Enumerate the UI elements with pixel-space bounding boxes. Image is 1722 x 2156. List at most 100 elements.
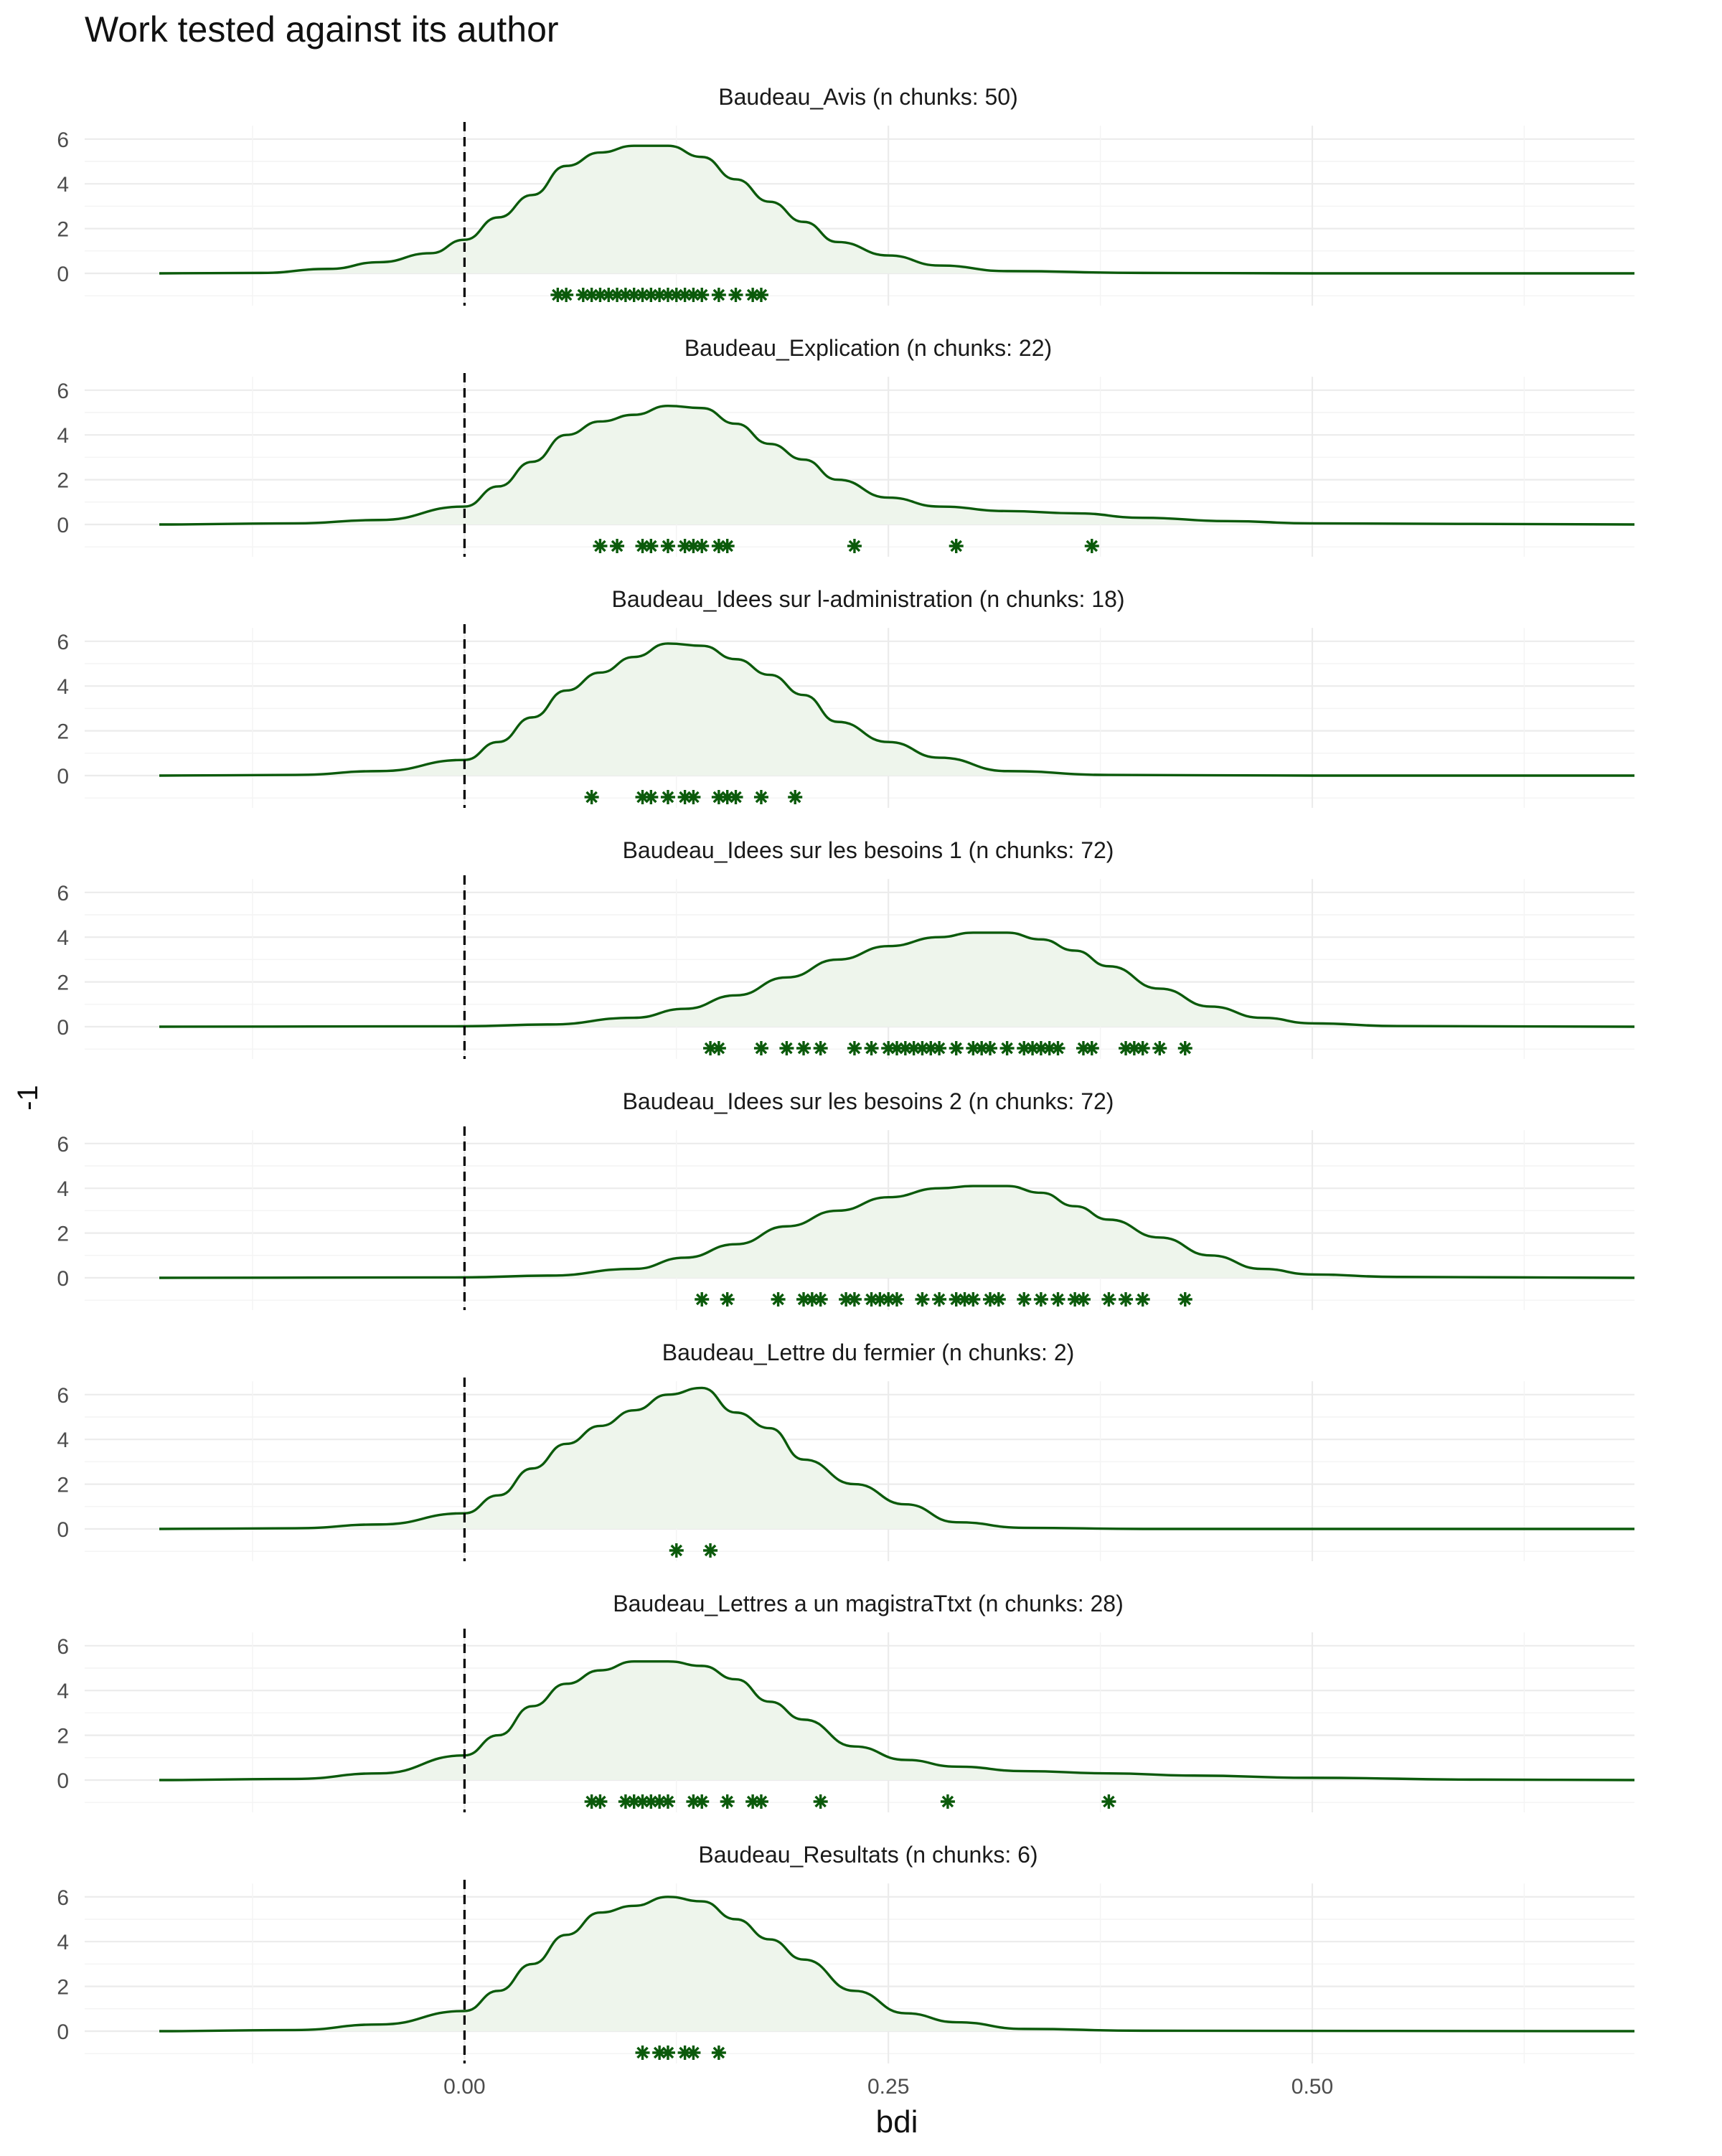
data-point-stroke [1179,1293,1192,1306]
data-point [660,2046,675,2060]
panel-label: Baudeau_Explication (n chunks: 22) [684,335,1052,361]
y-tick-label: 0 [57,1518,69,1542]
data-point-stroke [594,540,606,552]
data-point [932,1292,947,1307]
data-point [695,1292,710,1307]
data-point [593,539,608,553]
data-point-stroke [933,1042,946,1055]
panel-3: Baudeau_Idees sur l-administration (n ch… [57,586,1634,808]
data-point-stroke [645,791,657,804]
data-point-stroke [848,1293,861,1306]
panel-8: Baudeau_Resultats (n chunks: 6) 0 2 4 6 [57,1842,1635,2063]
data-point-stroke [755,288,768,301]
panel-label: Baudeau_Resultats (n chunks: 6) [698,1842,1038,1868]
data-point [1017,1292,1032,1307]
data-point-stroke [916,1293,928,1306]
y-tick-label: 2 [57,971,69,995]
data-point-stroke [662,2046,674,2059]
density-line [159,1660,1635,1781]
y-tick-label: 6 [57,882,69,905]
data-point [695,288,710,302]
data-point-stroke [712,288,725,301]
data-point-stroke [772,1293,784,1306]
data-point [669,1543,684,1558]
density-line [159,931,1635,1028]
data-point-stroke [789,791,801,804]
data-point-stroke [941,1795,954,1808]
y-tick-label: 0 [57,1267,69,1291]
data-point-stroke [755,1795,768,1808]
data-point-stroke [695,288,708,301]
data-point [720,1794,735,1809]
data-point [720,1292,735,1307]
data-point-stroke [687,2046,700,2059]
data-point-stroke [755,1042,768,1055]
panel-6: Baudeau_Lettre du fermier (n chunks: 2) 0… [57,1340,1634,1561]
data-point [1177,1292,1192,1307]
y-tick-label: 0 [57,1016,69,1040]
data-point [728,288,743,302]
data-point [1101,1794,1116,1809]
data-point-stroke [730,791,742,804]
data-point [847,1041,862,1055]
data-point [1084,539,1099,553]
y-tick-label: 6 [57,128,69,152]
panel-7: Baudeau_Lettres a un magistraTtxt (n chu… [57,1591,1635,1812]
data-point [1135,1041,1150,1055]
y-tick-label: 2 [57,469,69,493]
chart-title: Work tested against its author [85,9,559,50]
y-tick-label: 6 [57,380,69,403]
data-point [864,1041,879,1055]
data-point-stroke [781,1042,793,1055]
data-point [1050,1292,1065,1307]
data-point-stroke [695,1293,708,1306]
data-point [940,1794,955,1809]
y-tick-label: 4 [57,1177,69,1201]
data-point-stroke [814,1795,827,1808]
data-point-stroke [1035,1293,1048,1306]
data-point-stroke [755,791,768,804]
x-tick-label: 0.00 [443,2075,485,2099]
data-point [703,1543,718,1558]
data-point-stroke [865,1042,878,1055]
density-line [159,1896,1635,2033]
data-point-stroke [662,791,674,804]
data-point-stroke [704,1544,717,1557]
x-tick-label: 0.50 [1292,2075,1333,2099]
data-point [1101,1292,1116,1307]
y-tick-label: 0 [57,765,69,789]
y-tick-label: 4 [57,424,69,448]
data-point [695,539,710,553]
data-point-stroke [721,540,733,552]
data-point [796,1041,811,1055]
data-point-stroke [1017,1293,1030,1306]
data-point [1135,1292,1150,1307]
data-point [753,1041,768,1055]
density-line [159,1185,1635,1279]
data-point-stroke [687,791,700,804]
data-point-stroke [950,540,962,552]
data-point-stroke [1119,1293,1132,1306]
data-point-stroke [1179,1042,1192,1055]
data-point [949,1041,964,1055]
y-tick-label: 0 [57,263,69,286]
data-point [711,288,726,302]
data-point [720,539,735,553]
data-point [1177,1041,1192,1055]
data-point-stroke [695,540,708,552]
data-point [660,1794,675,1809]
density-area [159,405,1634,524]
data-point [686,2046,701,2060]
panel-label: Baudeau_Idees sur les besoins 2 (n chunk… [623,1088,1114,1114]
panel-label: Baudeau_Lettres a un magistraTtxt (n chu… [613,1591,1124,1616]
data-point [610,539,625,553]
y-tick-label: 6 [57,1886,69,1910]
data-point-stroke [1137,1293,1149,1306]
data-point-stroke [560,288,573,301]
data-point-stroke [712,1042,725,1055]
y-tick-label: 0 [57,1769,69,1793]
density-line [159,404,1635,526]
panel-label: Baudeau_Idees sur les besoins 1 (n chunk… [623,837,1114,863]
data-point [999,1041,1015,1055]
